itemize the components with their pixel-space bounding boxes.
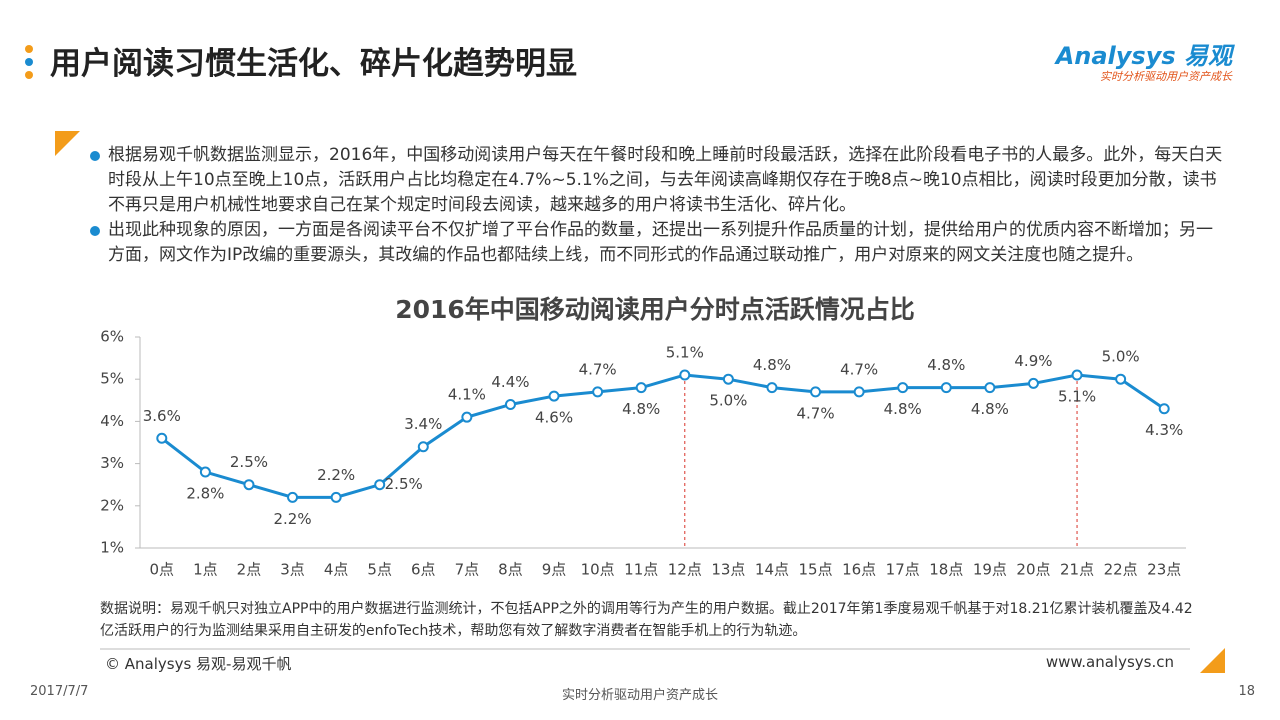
line [160, 373, 1166, 499]
data-label: 2.5% [230, 453, 268, 471]
data-label: 4.7% [579, 360, 617, 378]
point [287, 491, 299, 503]
point [940, 382, 952, 394]
logo: Analysys 易观 [1055, 42, 1232, 70]
data-label: 4.8% [753, 356, 791, 374]
x-tick-label: 7点 [455, 561, 480, 579]
data-label: 4.7% [840, 360, 878, 378]
x-tick-label: 4点 [324, 561, 349, 579]
point [504, 399, 516, 411]
data-label: 5.1% [1058, 387, 1096, 405]
y-tick-label: 2% [100, 496, 124, 514]
point [548, 390, 560, 402]
y-tick-label: 1% [100, 539, 124, 557]
data-label: 4.6% [535, 409, 573, 427]
x-tick-label: 3点 [280, 561, 305, 579]
copyright: © Analysys 易观-易观千帆 [105, 655, 292, 673]
x-tick-label: 1点 [193, 561, 218, 579]
date: 2017/7/7 [30, 684, 89, 699]
point [1071, 369, 1083, 381]
bullet: 根据易观千帆数据监测显示，2016年，中国移动阅读用户每天在午餐时段和晚上睡前时… [88, 143, 1223, 218]
x-tick-label: 15点 [798, 561, 832, 579]
x-tick-label: 20点 [1016, 561, 1050, 579]
y-tick-label: 4% [100, 412, 124, 430]
data-label: 2.8% [186, 485, 224, 503]
chart-title: 2016年中国移动阅读用户分时点活跃情况占比 [395, 295, 915, 324]
point [810, 386, 822, 398]
data-label: 2.2% [273, 510, 311, 528]
y-tick-label: 6% [100, 328, 124, 346]
data-label: 4.8% [884, 400, 922, 418]
point [374, 479, 386, 491]
x-tick-label: 22点 [1104, 561, 1138, 579]
x-tick-label: 17点 [886, 561, 920, 579]
data-label: 4.1% [448, 386, 486, 404]
point [722, 373, 734, 385]
data-label: 4.8% [927, 356, 965, 374]
data-label: 4.8% [622, 400, 660, 418]
title: 用户阅读习惯生活化、碎片化趋势明显 [50, 46, 577, 82]
x-tick-label: 5点 [367, 561, 392, 579]
point [984, 382, 996, 394]
data-label: 4.3% [1145, 421, 1183, 439]
x-tick-label: 21点 [1060, 561, 1094, 579]
point [156, 432, 168, 444]
chart: 2016年中国移动阅读用户分时点活跃情况占比 1% 2% 3% 4% 5% 6% 0点 1点 2… [100, 295, 1186, 579]
data-label: 3.6% [143, 407, 181, 425]
tagline: 实时分析驱动用户资产成长 [1100, 70, 1232, 83]
point [461, 411, 473, 423]
bullet: 出现此种现象的原因，一方面是各阅读平台不仅扩增了平台作品的数量，还提出一系列提升… [88, 218, 1223, 268]
footer-center: 实时分析驱动用户资产成长 [561, 688, 718, 703]
x-tick-label: 16点 [842, 561, 876, 579]
dot [25, 58, 33, 66]
x-tick-label: 19点 [973, 561, 1007, 579]
point [417, 441, 429, 453]
data-label: 5.0% [1102, 348, 1140, 366]
dot [25, 71, 33, 79]
corner [1200, 648, 1225, 673]
x-tick-label: 23点 [1147, 561, 1181, 579]
point [853, 386, 865, 398]
point [897, 382, 909, 394]
point [330, 491, 342, 503]
x-tick-label: 2点 [237, 561, 262, 579]
footnote: 数据说明：易观千帆只对独立APP中的用户数据进行监测统计，不包括APP之外的调用… [100, 601, 1193, 639]
data-label: 2.5% [385, 475, 423, 493]
point [243, 479, 255, 491]
data-label: 3.4% [404, 415, 442, 433]
x-tick-label: 9点 [542, 561, 567, 579]
x-tick-label: 10点 [581, 561, 615, 579]
y-tick-label: 5% [100, 370, 124, 388]
point [766, 382, 778, 394]
x-tick-label: 13点 [711, 561, 745, 579]
point [679, 369, 691, 381]
x-tick-label: 11点 [624, 561, 658, 579]
x-tick-label: 0点 [150, 561, 175, 579]
x-tick-label: 18点 [929, 561, 963, 579]
data-label: 4.4% [491, 373, 529, 391]
y-tick-label: 3% [100, 454, 124, 472]
data-label: 4.7% [796, 404, 834, 422]
x-tick-label: 6点 [411, 561, 436, 579]
data-label: 2.2% [317, 466, 355, 484]
point [592, 386, 604, 398]
point [1115, 373, 1127, 385]
point [635, 382, 647, 394]
point [199, 466, 211, 478]
data-label: 4.9% [1014, 352, 1052, 370]
point [1158, 403, 1170, 415]
x-tick-label: 14点 [755, 561, 789, 579]
page-number: 18 [1238, 684, 1255, 699]
point [1027, 377, 1039, 389]
data-label: 4.8% [971, 400, 1009, 418]
website: www.analysys.cn [1045, 653, 1174, 671]
dot [25, 45, 33, 53]
data-label: 5.1% [666, 343, 704, 361]
x-tick-label: 8点 [498, 561, 523, 579]
corner [55, 131, 80, 156]
x-tick-label: 12点 [668, 561, 702, 579]
data-label: 5.0% [709, 392, 747, 410]
